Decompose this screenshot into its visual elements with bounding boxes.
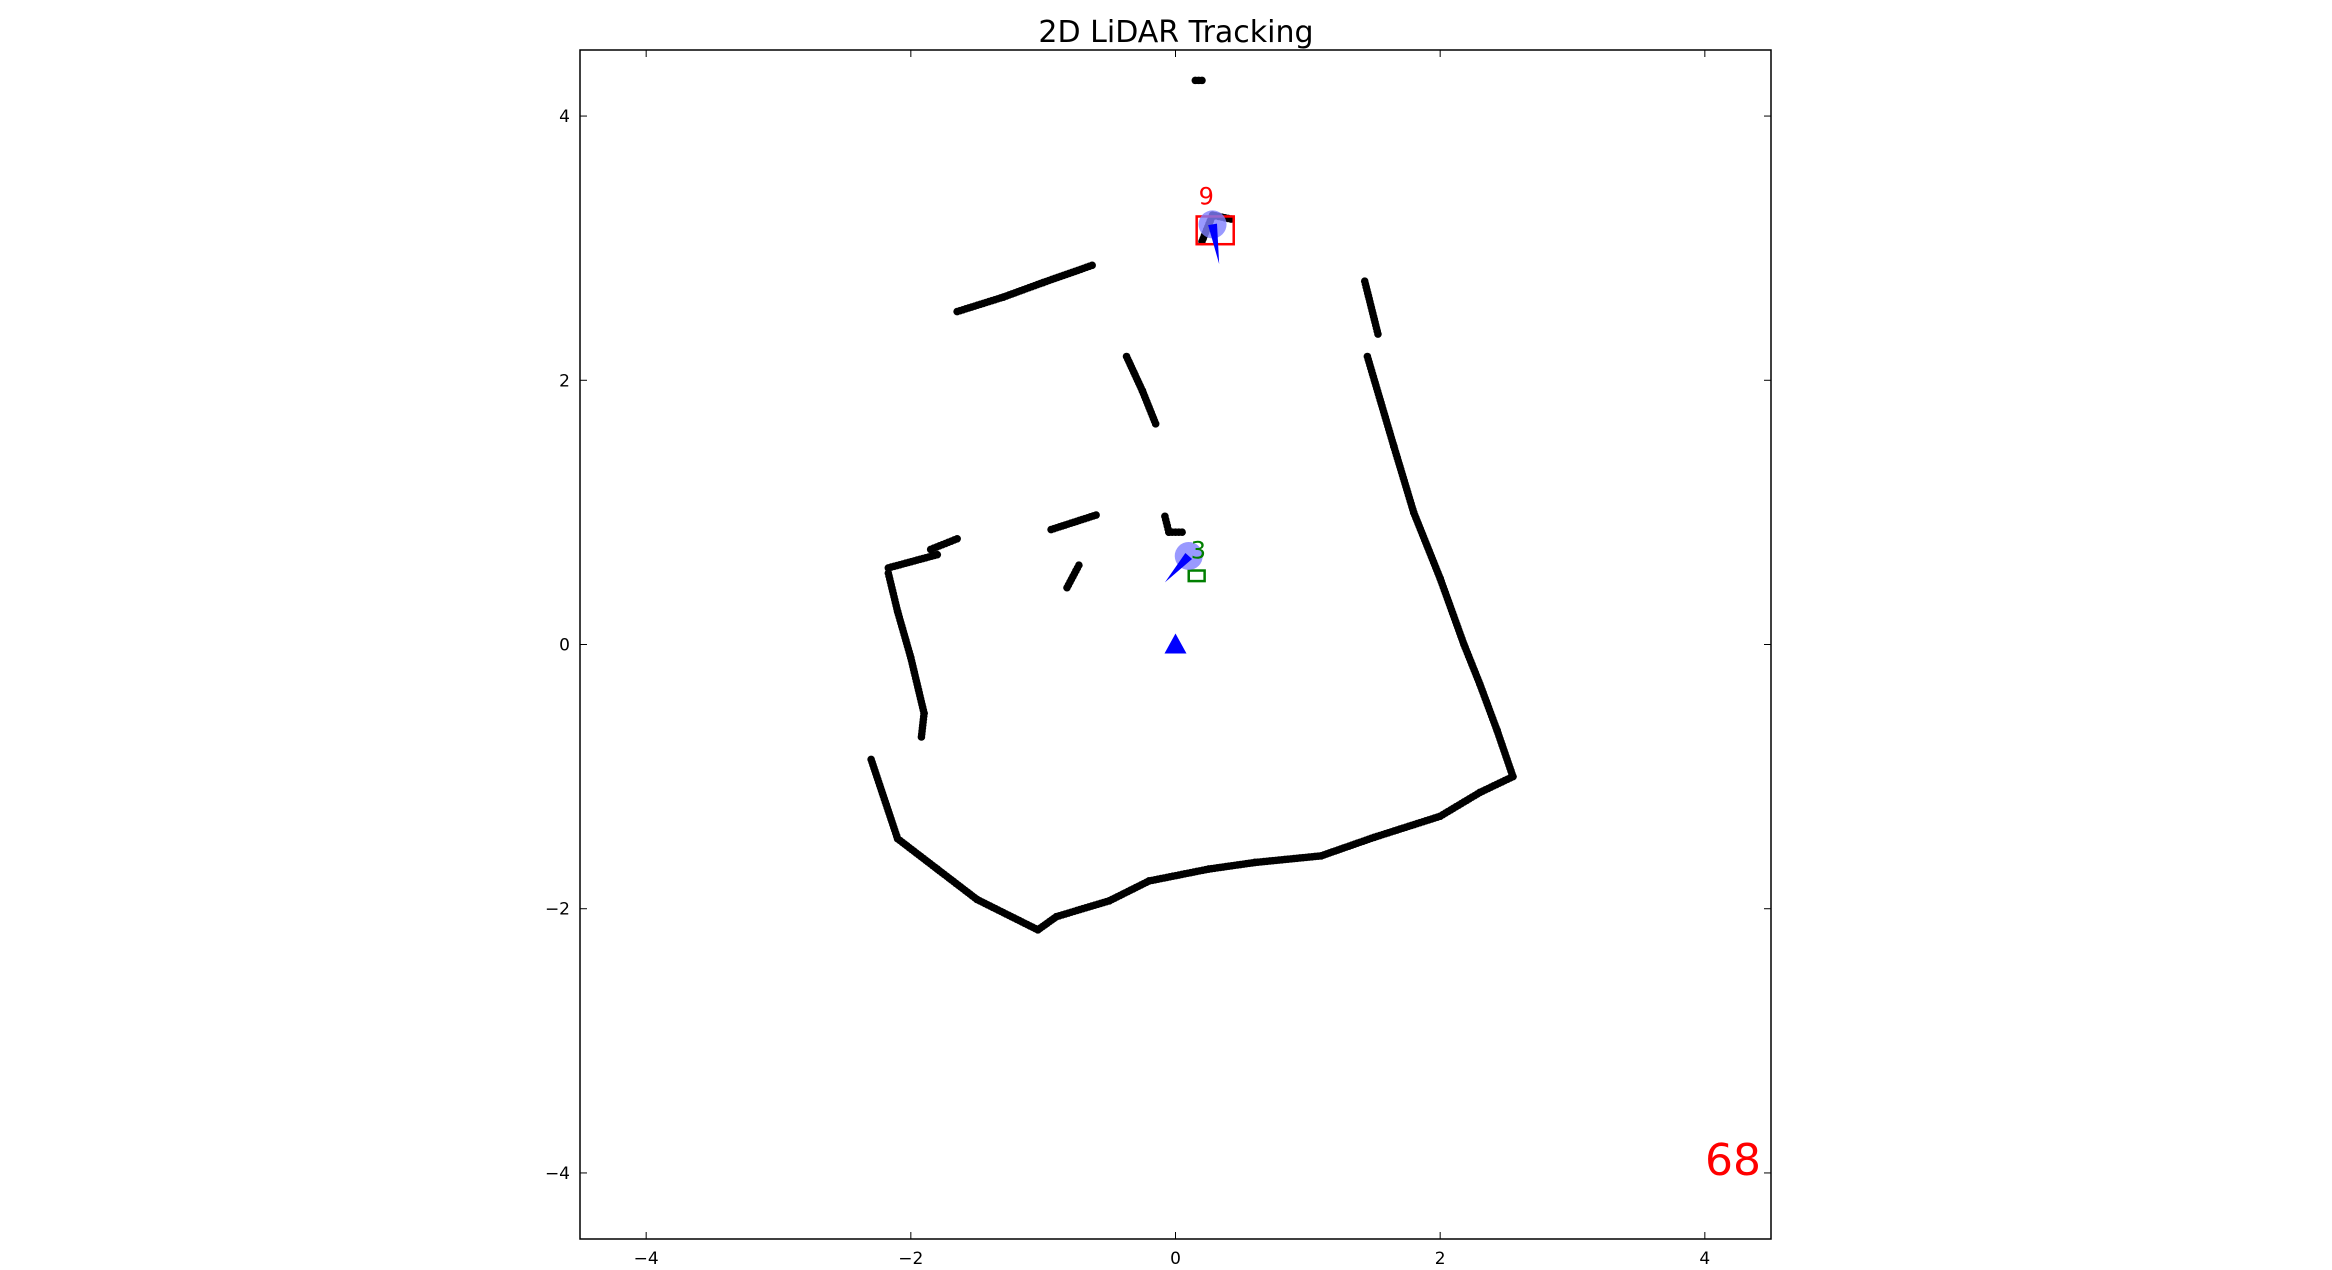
track: 9 [1195,182,1235,265]
scan-segment [926,535,961,554]
scan-point [1088,261,1096,270]
scan-point [953,535,961,543]
scan-point [917,733,926,741]
scan-segment [1063,561,1083,592]
sensor-origin-marker [1164,633,1187,654]
scan-segment [884,569,928,741]
scan-point [1151,420,1160,428]
y-tick-label: 2 [559,371,570,391]
scan-point [933,550,942,559]
scan-segment [867,352,1517,934]
y-tick-label: 4 [559,107,570,127]
scan-point [1075,561,1083,570]
scan-segment [1191,76,1206,85]
x-tick-label: 4 [1699,1249,1710,1269]
track-id-label: 9 [1199,182,1214,210]
track-velocity-arrow [1208,223,1220,265]
scan-segment [884,550,942,572]
track-velocity-arrow [1164,552,1193,583]
track-id-label: 3 [1191,537,1206,565]
scan-point [1363,352,1372,361]
scan-segment [1122,352,1160,428]
plot-area: 93 [867,76,1517,934]
scan-segment [953,261,1096,316]
scan-point [1198,76,1206,85]
axis-ticks: −4 −2 0 2 4 −4 −2 0 2 4 [545,50,1771,1269]
chart-title: 2D LiDAR Tracking [1038,15,1313,50]
scan-segment [1360,277,1382,338]
scan-segment [1047,511,1100,534]
track: 3 [1164,537,1206,583]
scan-point [1178,528,1186,537]
scan-point [1374,330,1382,338]
frame-counter: 68 [1705,1135,1761,1186]
x-tick-label: 2 [1435,1249,1446,1269]
scan-segment [1161,512,1186,537]
y-tick-label: −2 [545,900,570,920]
x-tick-label: 0 [1170,1249,1181,1269]
x-tick-label: −4 [634,1249,659,1269]
x-tick-label: −2 [898,1249,923,1269]
track-bounding-box [1187,569,1206,583]
y-tick-label: 0 [559,636,570,656]
scan-point [1092,511,1100,519]
y-tick-label: −4 [545,1164,570,1184]
